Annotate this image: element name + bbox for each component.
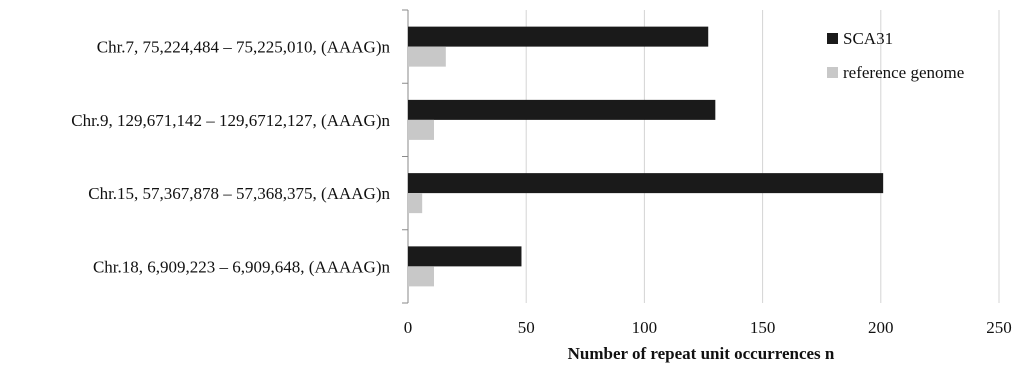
bar-sca31 — [408, 99, 716, 120]
x-tick-label: 150 — [750, 318, 776, 337]
bar-reference-genome — [408, 46, 446, 67]
category-label: Chr.7, 75,224,484 – 75,225,010, (AAAG)n — [97, 38, 391, 57]
bar-reference-genome — [408, 266, 435, 287]
x-tick-label: 250 — [986, 318, 1012, 337]
x-tick-label: 100 — [632, 318, 658, 337]
x-axis-title: Number of repeat unit occurrences n — [568, 344, 835, 363]
bar-reference-genome — [408, 193, 423, 214]
legend-swatch-sca31 — [827, 33, 838, 44]
legend-label-reference-genome: reference genome — [843, 63, 964, 82]
category-label: Chr.18, 6,909,223 – 6,909,648, (AAAAG)n — [93, 257, 391, 276]
legend-label-sca31: SCA31 — [843, 29, 893, 48]
bar-sca31 — [408, 246, 522, 267]
bars — [408, 26, 884, 287]
x-tick-label: 50 — [518, 318, 535, 337]
axes — [402, 9, 409, 304]
labels: 0 50 100 150 200 250 Chr.7, 75,224,484 – 75,22… — [71, 38, 1012, 337]
bar-sca31 — [408, 26, 709, 47]
bar-reference-genome — [408, 119, 435, 140]
legend-swatch-reference-genome — [827, 67, 838, 78]
x-tick-label: 200 — [868, 318, 894, 337]
x-tick-label: 0 — [404, 318, 413, 337]
grid-lines — [525, 10, 1000, 303]
category-label: Chr.9, 129,671,142 – 129,6712,127, (AAAG… — [71, 111, 390, 130]
bar-sca31 — [408, 173, 884, 194]
legend: SCA31 reference genome — [827, 29, 964, 82]
category-label: Chr.15, 57,367,878 – 57,368,375, (AAAG)n — [88, 184, 390, 203]
